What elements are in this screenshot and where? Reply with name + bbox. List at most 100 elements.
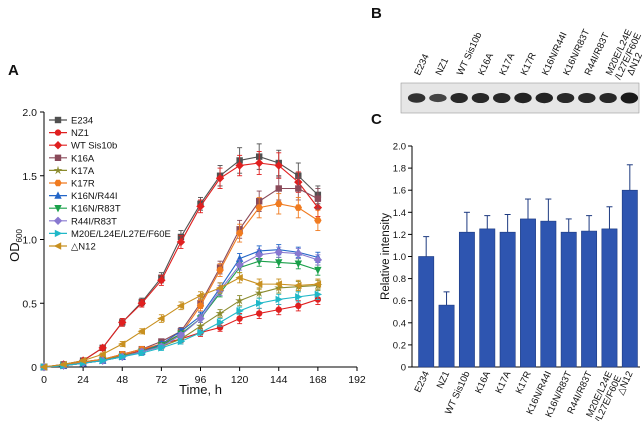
data-point xyxy=(313,280,322,288)
data-point xyxy=(158,344,166,352)
data-point xyxy=(275,259,283,267)
bar xyxy=(621,189,638,368)
blot-band xyxy=(535,92,553,104)
x-tick-label-line: K17R xyxy=(514,369,534,395)
data-point xyxy=(215,284,224,292)
data-point xyxy=(196,314,205,323)
x-tick-label: 96 xyxy=(195,374,207,386)
y-tick-label: 0.5 xyxy=(22,298,37,310)
legend-label: WT Sis10b xyxy=(71,141,117,152)
data-point xyxy=(314,217,322,224)
x-tick-label: E234 xyxy=(413,370,432,395)
legend-marker xyxy=(54,179,62,187)
data-point xyxy=(275,295,283,304)
legend-label: K16A xyxy=(71,153,95,164)
data-point xyxy=(274,161,283,170)
data-point xyxy=(118,340,126,348)
data-point xyxy=(255,299,264,307)
data-point xyxy=(236,315,243,322)
x-axis-title: Time, h xyxy=(179,382,222,397)
x-tick-label: K17A xyxy=(494,369,514,395)
data-point xyxy=(196,202,205,211)
blot-band xyxy=(450,92,468,104)
x-tick-label-line: K17A xyxy=(494,369,514,395)
legend-label: K16N/R44I xyxy=(71,191,117,202)
blot-lane-label-line: NZ1 xyxy=(434,56,452,77)
legend-marker xyxy=(54,154,62,161)
bar xyxy=(458,231,475,368)
bar xyxy=(418,256,435,368)
blot-band xyxy=(620,92,639,104)
data-point xyxy=(294,249,303,258)
bar xyxy=(601,228,618,368)
x-tick-label: 48 xyxy=(116,374,128,386)
data-point xyxy=(275,185,282,192)
legend-label: M20E/L24E/L27E/F60E xyxy=(71,229,171,240)
blot-band xyxy=(578,92,596,104)
y-tick-label: 1.4 xyxy=(393,208,406,219)
bar xyxy=(479,228,496,368)
data-point xyxy=(254,158,264,168)
x-tick-label: △N12 xyxy=(615,370,635,397)
series-10 xyxy=(39,272,322,371)
x-tick-label: 72 xyxy=(156,374,168,386)
data-point xyxy=(119,353,127,361)
legend-marker xyxy=(54,191,62,199)
series-line xyxy=(43,277,318,368)
data-point xyxy=(215,308,225,318)
panel-label-b: B xyxy=(371,5,382,22)
blot-lane-label-line: E234 xyxy=(412,53,431,78)
y-tick-label: 2.0 xyxy=(393,142,406,153)
data-point xyxy=(275,306,282,313)
blot-lane-label-line: K16A xyxy=(476,51,496,77)
data-point xyxy=(98,350,106,358)
y-axis-title-subscript: 600 xyxy=(15,229,24,243)
bar xyxy=(438,304,455,368)
legend-marker xyxy=(53,165,63,175)
bar xyxy=(499,231,516,368)
y-axis-title: OD600 xyxy=(7,229,24,262)
data-point xyxy=(275,200,283,208)
y-tick-label: 1.0 xyxy=(22,235,37,247)
y-tick-label: 0.6 xyxy=(393,296,406,307)
x-tick-label: 144 xyxy=(270,374,288,386)
x-tick-label: 192 xyxy=(348,374,366,386)
legend-marker xyxy=(54,116,62,124)
data-point xyxy=(255,310,263,317)
data-point xyxy=(235,274,243,282)
data-point xyxy=(314,290,323,299)
data-point xyxy=(157,314,165,323)
blot-lane-label: NZ1 xyxy=(434,56,452,77)
data-point xyxy=(196,321,205,331)
bar xyxy=(540,220,557,368)
data-point xyxy=(196,291,204,300)
legend-label: K16N/R83T xyxy=(71,204,121,215)
data-point xyxy=(137,327,146,335)
data-point xyxy=(313,255,323,265)
legend-label: K17R xyxy=(71,179,95,190)
blot-band xyxy=(471,92,490,104)
legend-label: NZ1 xyxy=(71,128,89,139)
series-7 xyxy=(40,255,322,372)
data-point xyxy=(176,237,186,247)
data-point xyxy=(176,302,185,310)
y-tick-label: 0.8 xyxy=(393,274,406,285)
data-point xyxy=(176,330,186,340)
bar xyxy=(581,230,598,368)
blot-lane-label: K17A xyxy=(497,51,517,77)
data-point xyxy=(177,337,186,346)
data-point xyxy=(294,260,303,268)
data-point xyxy=(236,307,244,315)
blot-band xyxy=(407,93,426,103)
blot-band xyxy=(493,92,511,104)
data-point xyxy=(254,250,264,259)
legend-marker xyxy=(53,216,63,225)
data-point xyxy=(118,318,127,327)
legend-label: △N12 xyxy=(71,242,96,253)
x-tick-label: 24 xyxy=(77,374,89,386)
blot-lane-label-line: K17R xyxy=(519,51,539,77)
legend-label: R44I/R83T xyxy=(71,216,117,227)
y-tick-label: 1.6 xyxy=(393,186,406,197)
